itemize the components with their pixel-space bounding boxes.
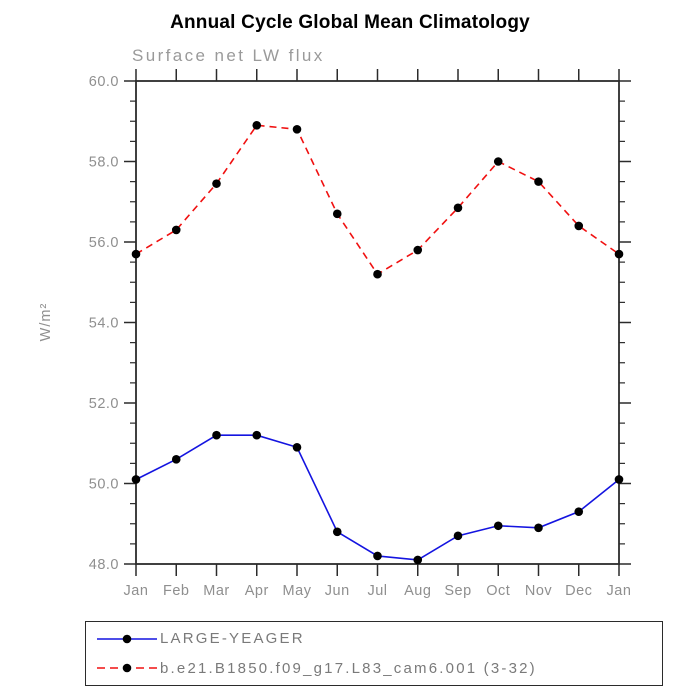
legend-label: b.e21.B1850.f09_g17.L83_cam6.001 (3-32) bbox=[160, 659, 537, 677]
y-tick-label: 52.0 bbox=[89, 396, 119, 412]
data-point bbox=[292, 125, 302, 134]
series-line bbox=[135, 124, 620, 276]
y-tick-label: 50.0 bbox=[89, 477, 119, 493]
x-tick-label: Jan bbox=[124, 583, 149, 599]
data-point bbox=[252, 430, 262, 440]
legend-marker-icon bbox=[122, 664, 132, 673]
data-point bbox=[332, 209, 342, 219]
x-tick-label: Nov bbox=[525, 583, 553, 599]
data-point bbox=[574, 507, 584, 516]
legend-line-sample bbox=[97, 664, 157, 673]
legend-marker-icon bbox=[122, 634, 132, 643]
y-tick-label: 54.0 bbox=[89, 316, 119, 332]
data-point bbox=[614, 475, 624, 484]
x-tick-label: Mar bbox=[203, 583, 229, 599]
data-point bbox=[373, 551, 382, 561]
chart-title: Annual Cycle Global Mean Climatology bbox=[170, 12, 530, 33]
legend-item: LARGE-YEAGER bbox=[96, 626, 662, 652]
data-point bbox=[212, 430, 221, 440]
x-tick-label: Apr bbox=[245, 583, 269, 599]
legend-item: b.e21.B1850.f09_g17.L83_cam6.001 (3-32) bbox=[96, 655, 662, 681]
data-point bbox=[332, 527, 342, 537]
x-tick-label: Oct bbox=[486, 583, 510, 599]
data-point bbox=[171, 455, 181, 464]
data-point bbox=[493, 521, 503, 531]
x-tick-label: Feb bbox=[163, 583, 190, 599]
x-tick-label: Dec bbox=[565, 583, 592, 599]
data-point bbox=[614, 249, 624, 259]
data-point bbox=[534, 177, 543, 186]
data-point bbox=[373, 269, 382, 279]
x-tick-label: Jun bbox=[325, 583, 350, 599]
series-line bbox=[135, 434, 620, 561]
chart-subtitle: Surface net LW flux bbox=[132, 46, 325, 65]
data-point bbox=[453, 531, 463, 541]
data-point bbox=[534, 523, 543, 533]
legend-label: LARGE-YEAGER bbox=[160, 630, 305, 648]
y-tick-label: 56.0 bbox=[89, 235, 119, 251]
x-tick-label: Jul bbox=[367, 583, 387, 599]
data-point bbox=[413, 245, 423, 255]
x-tick-label: May bbox=[283, 583, 312, 599]
data-point bbox=[252, 120, 262, 130]
legend-line-sample bbox=[97, 634, 157, 643]
data-point bbox=[292, 442, 302, 452]
x-tick-label: Jan bbox=[607, 583, 632, 599]
data-point bbox=[131, 475, 141, 484]
x-tick-label: Aug bbox=[404, 583, 431, 599]
y-tick-label: 60.0 bbox=[89, 74, 119, 90]
plot-frame bbox=[135, 80, 620, 565]
legend: LARGE-YEAGER b.e21.B1850.f09_g17.L83_cam6… bbox=[85, 621, 663, 686]
y-tick-label: 58.0 bbox=[89, 155, 119, 171]
data-point bbox=[171, 225, 181, 235]
data-point bbox=[131, 249, 141, 259]
data-point bbox=[413, 555, 423, 565]
data-point bbox=[212, 179, 221, 188]
x-tick-label: Sep bbox=[444, 583, 471, 599]
data-point bbox=[453, 203, 463, 213]
data-point bbox=[493, 157, 503, 166]
data-point bbox=[574, 221, 584, 231]
y-tick-label: 48.0 bbox=[89, 557, 119, 573]
